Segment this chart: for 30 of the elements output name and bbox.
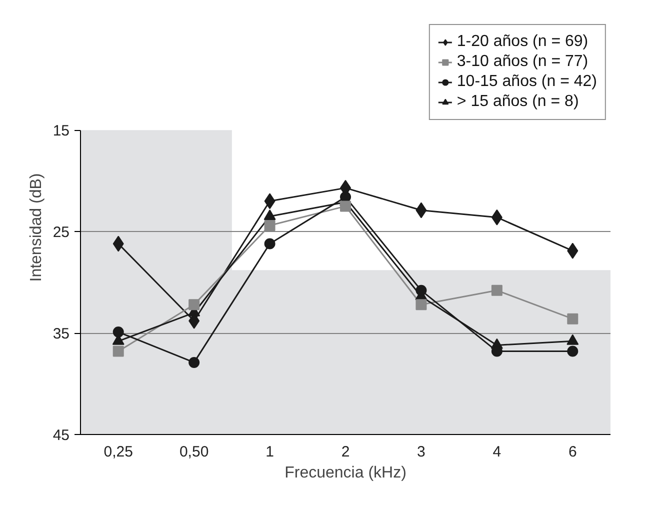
x-tick-label: 4 — [492, 444, 502, 460]
point — [188, 356, 200, 368]
point — [188, 299, 200, 310]
x-tick-label: 6 — [568, 444, 577, 460]
y-axis-title: Intensidad (dB) — [28, 173, 45, 282]
point — [264, 220, 276, 231]
y-tick-label: 45 — [52, 427, 70, 444]
x-tick-label: 1 — [266, 444, 274, 460]
point — [567, 346, 578, 357]
legend-label: 3-10 años (n = 77) — [456, 53, 588, 71]
point — [416, 284, 427, 296]
y-tick-label: 15 — [52, 122, 70, 140]
legend-label: 1-20 años (n = 69) — [456, 33, 588, 51]
point — [491, 284, 502, 296]
y-tick-label: 25 — [52, 224, 70, 242]
x-tick-label: 2 — [341, 444, 350, 460]
point — [340, 200, 351, 212]
point — [112, 346, 124, 357]
point — [264, 238, 276, 250]
legend-label: > 15 años (n = 8) — [456, 93, 579, 111]
y-tick-label: 35 — [52, 326, 70, 343]
x-tick-label: 0,25 — [104, 444, 133, 460]
point — [112, 326, 124, 338]
legend-label: 10-15 años (n = 42) — [456, 73, 597, 91]
point — [566, 334, 579, 345]
x-axis-title: Frecuencia (kHz) — [284, 464, 406, 482]
x-tick-label: 3 — [417, 444, 426, 460]
point — [416, 299, 427, 310]
point — [567, 313, 578, 324]
x-tick-label: 0,50 — [179, 444, 209, 460]
